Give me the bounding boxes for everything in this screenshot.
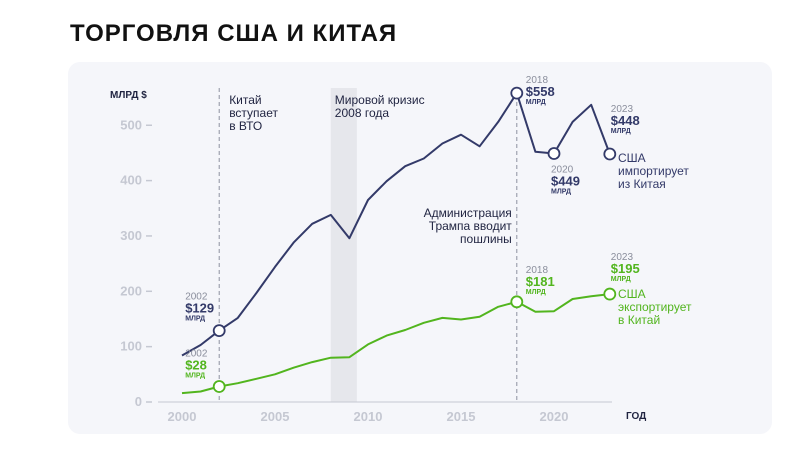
x-tick-label: 2000 xyxy=(168,409,197,424)
highlight-year: 2023 xyxy=(611,104,634,115)
imports-line xyxy=(181,92,611,357)
highlight-unit: МЛРД xyxy=(526,99,546,106)
highlight-year: 2002 xyxy=(185,349,208,360)
highlight-value: $558 xyxy=(526,84,555,99)
highlight-year: 2002 xyxy=(185,292,208,303)
highlight-unit: МЛРД xyxy=(185,316,205,323)
highlight-unit: МЛРД xyxy=(551,188,571,195)
exports-series-label-line: экспортирует xyxy=(618,300,692,314)
x-tick-label: 2015 xyxy=(447,409,476,424)
highlight-year: 2018 xyxy=(526,265,549,276)
highlight-year: 2023 xyxy=(611,252,634,263)
highlight-value: $181 xyxy=(526,274,555,289)
y-axis-label: МЛРД $ xyxy=(110,90,147,101)
highlight-unit: МЛРД xyxy=(611,276,631,283)
exports-series-label-line: в Китай xyxy=(618,313,660,327)
highlight-value: $195 xyxy=(611,261,640,276)
tariff-annotation-line: пошлины xyxy=(460,232,512,246)
imports-series-label-line: импортирует xyxy=(618,164,689,178)
x-tick-label: 2005 xyxy=(261,409,290,424)
y-tick-label: 100 xyxy=(120,339,142,354)
wto-annotation-line: в ВТО xyxy=(229,119,262,133)
highlight-marker xyxy=(212,324,226,337)
x-tick-label: 2010 xyxy=(354,409,383,424)
highlight-value: $448 xyxy=(611,113,640,128)
highlight-year: 2018 xyxy=(526,75,549,86)
crisis-annotation-line: 2008 года xyxy=(335,106,390,120)
highlight-unit: МЛРД xyxy=(526,289,546,296)
chart-title: ТОРГОВЛЯ США И КИТАЯ xyxy=(70,20,398,47)
imports-series-label-line: США xyxy=(618,151,646,165)
highlight-value: $129 xyxy=(185,301,214,316)
x-tick-label: 2020 xyxy=(540,409,569,424)
highlight-marker xyxy=(603,147,617,161)
highlight-marker xyxy=(510,295,524,309)
highlight-unit: МЛРД xyxy=(185,373,205,380)
highlight-value: $449 xyxy=(551,173,580,188)
y-tick-label: 500 xyxy=(120,117,142,132)
tariff-annotation-line: Трампа вводит xyxy=(429,219,512,233)
x-axis-label: ГОД xyxy=(626,411,646,422)
highlight-marker xyxy=(603,287,617,301)
crisis-band xyxy=(330,88,357,402)
highlight-marker xyxy=(212,380,226,393)
highlight-marker xyxy=(510,86,524,100)
chart-panel xyxy=(68,62,772,434)
exports-series-label-line: США xyxy=(618,287,646,301)
y-tick-label: 300 xyxy=(120,228,142,243)
highlight-year: 2020 xyxy=(551,164,574,175)
wto-annotation-line: вступает xyxy=(229,106,278,120)
highlight-value: $28 xyxy=(185,358,207,373)
imports-series-label-line: из Китая xyxy=(618,177,666,191)
highlight-marker xyxy=(547,147,561,160)
y-tick-label: 0 xyxy=(135,394,142,409)
crisis-annotation-line: Мировой кризис xyxy=(335,93,425,107)
wto-annotation-line: Китай xyxy=(229,93,261,107)
exports-line xyxy=(181,293,610,395)
y-tick-label: 200 xyxy=(120,283,142,298)
tariff-annotation-line: Администрация xyxy=(424,206,512,220)
y-tick-label: 400 xyxy=(120,173,142,188)
highlight-unit: МЛРД xyxy=(611,128,631,135)
